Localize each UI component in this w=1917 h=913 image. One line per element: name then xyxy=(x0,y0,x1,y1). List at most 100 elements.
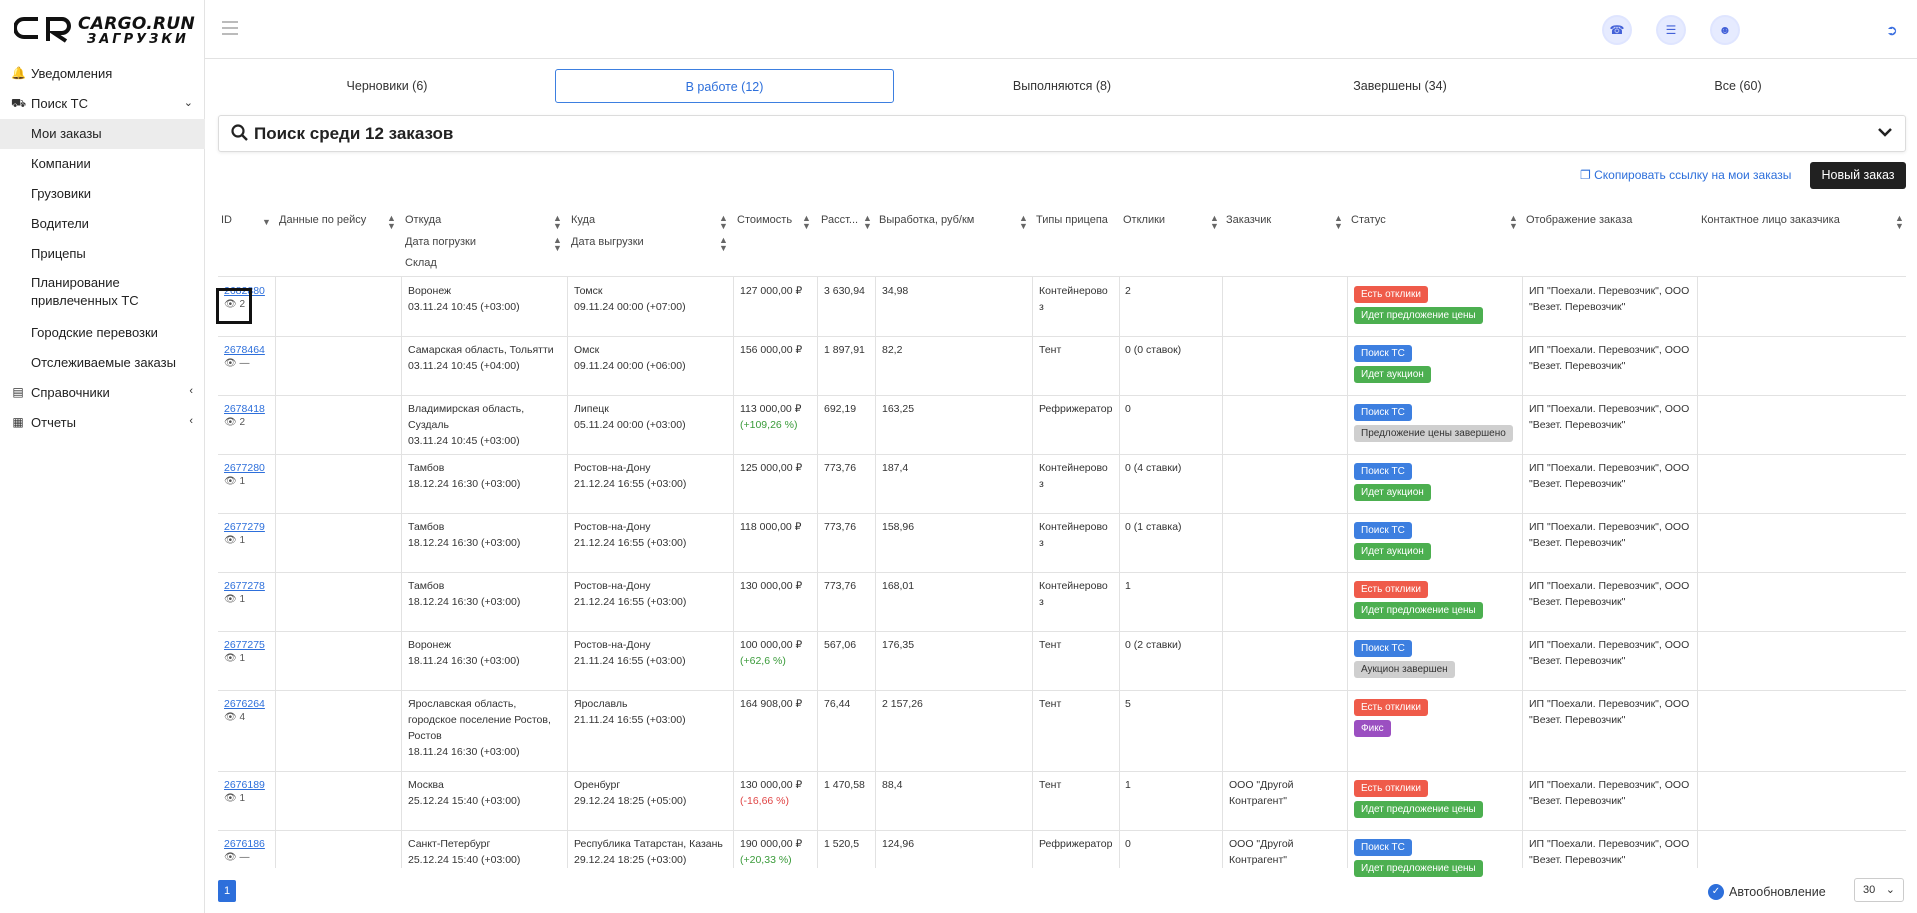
views-count: 👁 — xyxy=(224,850,249,866)
order-id-link[interactable]: 2677280 xyxy=(224,462,265,474)
sidebar-item-notifications[interactable]: 🔔 Уведомления xyxy=(0,66,205,82)
rate-value: 187,4 xyxy=(882,462,909,474)
chevron-down-icon[interactable] xyxy=(1877,125,1893,139)
tab-executing[interactable]: Выполняются (8) xyxy=(1012,79,1112,93)
sidebar-item-directories[interactable]: ▤ Справочники ‹ xyxy=(0,385,205,401)
sidebar-item-my-orders[interactable]: Мои заказы xyxy=(0,119,205,149)
sidebar-item-drivers[interactable]: Водители xyxy=(31,216,89,231)
col-distance[interactable]: Расст... xyxy=(821,214,859,226)
tab-all[interactable]: Все (60) xyxy=(1714,79,1762,93)
logo[interactable]: CARGO.RUN ЗАГРУЗКИ xyxy=(14,13,195,49)
sort-icon[interactable]: ▲ ▼ xyxy=(863,213,872,231)
sort-icon[interactable]: ▲ ▼ xyxy=(1895,213,1904,231)
new-order-button[interactable]: Новый заказ xyxy=(1810,162,1906,189)
tab-drafts[interactable]: Черновики (6) xyxy=(346,79,428,93)
sidebar-item-reports[interactable]: ▦ Отчеты ‹ xyxy=(0,415,205,431)
row-divider xyxy=(218,572,1906,573)
status-badge: Есть отклики xyxy=(1354,699,1428,716)
distance-value: 1 470,58 xyxy=(824,779,865,791)
sort-icon[interactable]: ▲ ▼ xyxy=(1509,213,1518,231)
chevron-down-icon: ⌄ xyxy=(183,97,193,109)
sort-icon[interactable]: ▲ ▼ xyxy=(1334,213,1343,231)
load-date: 25.12.24 15:40 (+03:00) xyxy=(408,854,521,866)
order-display: ИП "Поехали. Перевозчик", ООО "Везет. Пе… xyxy=(1529,521,1690,549)
status-badge: Идет аукцион xyxy=(1354,366,1431,383)
copy-link-button[interactable]: ❐ Скопировать ссылку на мои заказы xyxy=(1580,168,1791,182)
sort-desc-icon[interactable]: ▼ xyxy=(262,217,271,227)
headset-icon[interactable]: ☎ xyxy=(1604,17,1630,43)
status-badge: Идет аукцион xyxy=(1354,484,1431,501)
col-responses[interactable]: Отклики xyxy=(1123,214,1166,226)
to-location: Томск xyxy=(574,285,603,297)
sort-icon[interactable]: ▲ ▼ xyxy=(1210,213,1219,231)
pagination-page-1[interactable]: 1 xyxy=(218,880,236,902)
cost-value: 118 000,00 ₽ xyxy=(740,521,802,533)
list-icon[interactable]: ☰ xyxy=(1658,17,1684,43)
chevron-left-icon: ‹ xyxy=(189,415,193,427)
sidebar-item-companies[interactable]: Компании xyxy=(31,156,91,171)
sort-icon[interactable]: ▲ ▼ xyxy=(1019,213,1028,231)
sidebar-item-trucks[interactable]: Грузовики xyxy=(31,186,92,201)
order-id-link[interactable]: 2678418 xyxy=(224,403,265,415)
menu-toggle-icon[interactable] xyxy=(222,21,238,35)
col-status[interactable]: Статус xyxy=(1351,214,1386,226)
order-id-link[interactable]: 2676264 xyxy=(224,698,265,710)
col-load-date[interactable]: Дата погрузки xyxy=(405,236,476,248)
load-date: 25.12.24 15:40 (+03:00) xyxy=(408,795,521,807)
cargo-run-logo-icon xyxy=(14,17,71,43)
order-id-link[interactable]: 2677275 xyxy=(224,639,265,651)
sort-icon[interactable]: ▲ ▼ xyxy=(553,213,562,231)
sort-icon[interactable]: ▲ ▼ xyxy=(719,213,728,231)
unload-date: 21.12.24 16:55 (+03:00) xyxy=(574,478,687,490)
distance-value: 773,76 xyxy=(824,521,857,533)
sort-icon[interactable]: ▲ ▼ xyxy=(387,213,396,231)
cost-value: 113 000,00 ₽ xyxy=(740,403,802,415)
unload-date: 29.12.24 18:25 (+05:00) xyxy=(574,795,687,807)
sidebar-item-tracked-orders[interactable]: Отслеживаемые заказы xyxy=(31,355,176,370)
order-id-link[interactable]: 2678464 xyxy=(224,344,265,356)
col-customer[interactable]: Заказчик xyxy=(1226,214,1272,226)
col-id[interactable]: ID xyxy=(221,214,232,226)
chevron-down-icon: ⌄ xyxy=(1885,884,1895,896)
col-cost[interactable]: Стоимость xyxy=(737,214,793,226)
sidebar-item-city-transport[interactable]: Городские перевозки xyxy=(31,325,158,340)
col-warehouse[interactable]: Склад xyxy=(405,257,437,269)
sidebar-item-planning[interactable]: Планирование привлеченных ТС xyxy=(31,275,139,308)
tab-in-work[interactable]: В работе (12) xyxy=(555,69,894,103)
search-panel[interactable]: Поиск среди 12 заказов xyxy=(218,115,1906,152)
col-unload-date[interactable]: Дата выгрузки xyxy=(571,236,644,248)
sort-icon[interactable]: ▲ ▼ xyxy=(802,213,811,231)
status-badge: Идет предложение цены xyxy=(1354,307,1483,324)
order-id-link[interactable]: 2677279 xyxy=(224,521,265,533)
sidebar-item-search-tc[interactable]: ⛟ Поиск ТС ⌄ xyxy=(0,96,205,112)
views-count: 👁 4 xyxy=(224,710,245,726)
tab-completed[interactable]: Завершены (34) xyxy=(1353,79,1447,93)
sidebar-item-trailers[interactable]: Прицепы xyxy=(31,246,86,261)
col-from[interactable]: Откуда xyxy=(405,214,442,226)
status-badge: Есть отклики xyxy=(1354,780,1428,797)
per-page-select[interactable]: 30 ⌄ xyxy=(1854,878,1904,902)
col-trip[interactable]: Данные по рейсу xyxy=(279,214,367,226)
order-display: ИП "Поехали. Перевозчик", ООО "Везет. Пе… xyxy=(1529,698,1690,726)
sort-icon[interactable]: ▲ ▼ xyxy=(553,235,562,253)
col-rate[interactable]: Выработка, руб/км xyxy=(879,214,975,226)
cost-value: 156 000,00 ₽ xyxy=(740,344,803,356)
col-display[interactable]: Отображение заказа xyxy=(1526,214,1633,226)
cost-value: 100 000,00 ₽ xyxy=(740,639,803,651)
distance-value: 1 897,91 xyxy=(824,344,865,356)
trailer-type: Рефрижератор xyxy=(1039,403,1113,415)
sign-out-icon[interactable]: ➲ xyxy=(1886,22,1898,38)
sort-icon[interactable]: ▲ ▼ xyxy=(719,235,728,253)
col-contact[interactable]: Контактное лицо заказчика xyxy=(1701,214,1840,226)
col-to[interactable]: Куда xyxy=(571,214,596,226)
status-badge: Поиск ТС xyxy=(1354,640,1412,657)
order-id-link[interactable]: 2676189 xyxy=(224,779,265,791)
status-badge: Аукцион завершен xyxy=(1354,661,1455,678)
col-trailer[interactable]: Типы прицепа xyxy=(1036,214,1108,226)
user-settings-icon[interactable]: ☻ xyxy=(1712,17,1738,43)
order-id-link[interactable]: 2676186 xyxy=(224,838,265,850)
trailer-type: Рефрижератор xyxy=(1039,838,1113,850)
order-id-link[interactable]: 2677278 xyxy=(224,580,265,592)
from-location: Тамбов xyxy=(408,580,445,592)
rate-value: 88,4 xyxy=(882,779,903,791)
